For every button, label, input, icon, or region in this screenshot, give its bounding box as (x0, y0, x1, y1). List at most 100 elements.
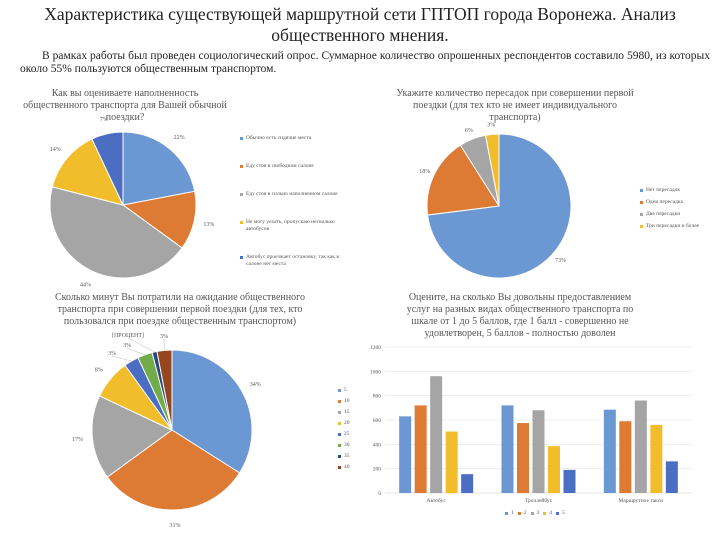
legend-label: 10 (344, 398, 350, 404)
y-tick-label: 1200 (370, 345, 381, 351)
bar-3 (634, 400, 647, 493)
legend-label: Еду стоя в сильно наполненном салоне (246, 191, 338, 197)
legend-swatch (240, 256, 243, 259)
data-label: 14% (50, 147, 61, 153)
legend-item: 30 (338, 442, 368, 449)
legend-label: 30 (344, 442, 350, 448)
pie-slice (121, 190, 197, 249)
legend-swatch (338, 455, 341, 458)
legend-label: 1 (511, 510, 514, 516)
bar-2 (414, 405, 427, 493)
data-label: 22% (174, 135, 185, 141)
leader-line (127, 337, 155, 353)
pie-slice (122, 131, 196, 206)
legend-item: Три пересадки и более (640, 223, 720, 230)
y-tick-label: 1000 (370, 369, 381, 375)
legend-label: 4 (549, 510, 552, 516)
legend-swatch (338, 433, 341, 436)
legend-swatch (530, 512, 534, 515)
data-label: 31% (169, 523, 180, 529)
bar-2 (619, 421, 632, 493)
bar-4 (548, 446, 560, 493)
bar-1 (501, 405, 514, 493)
data-label: [ПРОЦЕНТ] (112, 333, 144, 339)
slide-title: Характеристика существующей маршрутной с… (44, 4, 676, 45)
legend-item: Еду стоя в свободном салоне (240, 163, 350, 170)
legend-swatch (640, 189, 643, 192)
bar-4 (650, 424, 663, 493)
data-label: 3% (108, 351, 116, 357)
data-label: 8% (95, 367, 103, 373)
legend-label: Две пересадки (646, 211, 681, 217)
legend-label: 20 (344, 420, 350, 426)
legend-swatch (240, 137, 243, 140)
legend-swatch (640, 213, 643, 216)
legend-item: 5 (556, 510, 565, 517)
legend-swatch (338, 444, 341, 447)
legend-item: 3 (530, 510, 539, 517)
legend-item: 35 (338, 453, 368, 460)
data-label: 7% (100, 117, 108, 123)
legend-label: 2 (523, 510, 527, 516)
bar-5 (665, 461, 678, 493)
legend-item: Не могу уехать, пропускаю несколько авто… (240, 219, 350, 233)
y-tick-label: 0 (378, 491, 381, 497)
legend-label: Не могу уехать, пропускаю несколько авто… (246, 219, 335, 232)
intro-text: В рамках работы был проведен социологиче… (20, 50, 710, 75)
legend-label: Три пересадки и более (646, 223, 700, 229)
x-category-label: Маршрутное такси (619, 498, 664, 504)
legend-swatch (640, 225, 643, 228)
legend-item: 40 (338, 464, 368, 471)
x-category-label: Автобус (427, 497, 447, 504)
bar-5 (563, 469, 576, 493)
data-label: 3% (160, 334, 168, 340)
chart-2-title: Укажите количество пересадок при соверше… (396, 88, 634, 123)
chart-3-title: Сколько минут Вы потратили на ожидание о… (55, 292, 305, 327)
data-label: 6% (465, 128, 473, 134)
legend-item: 5 (338, 387, 368, 394)
legend-swatch (240, 165, 243, 168)
legend-label: 15 (344, 409, 350, 415)
y-tick-label: 800 (373, 394, 382, 400)
bar-4 (445, 431, 458, 493)
bar-3 (430, 376, 443, 493)
bar-2 (517, 423, 529, 493)
leader-line (126, 347, 145, 355)
legend-item: 1 (505, 510, 514, 517)
data-label: 73% (555, 258, 566, 264)
chart-3-legend: 5 10 15 20 25 30 35 40 (338, 387, 368, 475)
y-tick-label: 600 (373, 418, 382, 424)
legend-label: 40 (344, 464, 350, 470)
legend-swatch (338, 400, 341, 403)
chart-4-title: Оцените, на сколько Вы довольны предоста… (406, 292, 634, 339)
legend-swatch (338, 389, 341, 392)
legend-swatch (338, 466, 341, 469)
y-tick-label: 400 (373, 442, 382, 448)
legend-label: 35 (344, 453, 350, 459)
y-tick-label: 200 (373, 467, 382, 473)
pie-slice (49, 186, 183, 279)
bar-1 (399, 416, 412, 493)
legend-swatch (517, 512, 521, 515)
legend-swatch (543, 512, 547, 515)
legend-label: Обычно есть сидячие места (246, 135, 312, 141)
legend-item: 4 (543, 510, 552, 517)
data-label: 13% (203, 222, 214, 228)
bar-3 (532, 410, 545, 493)
legend-swatch (240, 221, 243, 224)
pie-slice (106, 429, 241, 511)
bar-5 (461, 474, 474, 493)
chart-1-legend: Обычно есть сидячие места Еду стоя в своб… (240, 135, 350, 289)
legend-item: 25 (338, 431, 368, 438)
legend-label: Автобус проезжает остановку, так как в с… (246, 254, 339, 267)
pie-slice (91, 395, 173, 478)
legend-label: 25 (344, 431, 350, 437)
pie-slice (91, 131, 124, 206)
data-label: 18% (419, 169, 430, 175)
pie-slice (51, 138, 124, 206)
legend-item: Нет пересадок (640, 187, 720, 194)
pie-slice (484, 133, 500, 207)
legend-swatch (338, 411, 341, 414)
legend-item: Автобус проезжает остановку, так как в с… (240, 254, 350, 268)
